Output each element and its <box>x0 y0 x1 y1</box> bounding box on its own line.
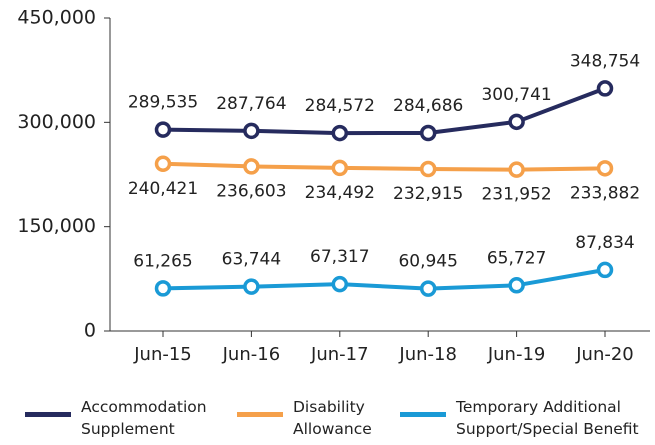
legend-label: Disability Allowance <box>293 398 372 438</box>
value-label: 63,744 <box>222 250 281 270</box>
series-line <box>162 267 606 291</box>
value-label: 240,421 <box>128 179 198 199</box>
point <box>154 280 172 297</box>
legend-item: Temporary Additional Support/Special Ben… <box>400 396 655 440</box>
value-label: 348,754 <box>570 51 640 71</box>
point <box>508 161 525 178</box>
value-label: 284,686 <box>393 96 463 116</box>
legend-swatch <box>237 412 283 417</box>
point <box>419 124 437 142</box>
point <box>596 261 614 279</box>
series-line <box>162 161 606 172</box>
point <box>419 280 437 297</box>
point <box>331 124 349 142</box>
value-label: 65,727 <box>487 248 546 268</box>
point <box>154 121 172 138</box>
x-tick-label: Jun-20 <box>575 344 634 365</box>
x-tick-label: Jun-17 <box>310 344 369 365</box>
plot: 0 150,000 300,000 450,000 Jun-15 Jun-16 Jun-17… <box>17 7 650 365</box>
point <box>154 155 172 173</box>
x-tick-label: Jun-16 <box>222 344 281 365</box>
y-tick-label: 300,000 <box>17 111 96 133</box>
value-label: 287,764 <box>216 94 286 114</box>
x-tick-label: Jun-15 <box>133 344 192 365</box>
value-label: 232,915 <box>393 184 463 204</box>
value-label: 61,265 <box>133 251 192 271</box>
value-label: 289,535 <box>128 93 198 113</box>
value-label: 300,741 <box>481 85 551 105</box>
point <box>596 80 614 97</box>
y-tick-label: 150,000 <box>17 215 96 237</box>
legend-swatch <box>25 412 71 417</box>
value-label: 87,834 <box>575 233 634 253</box>
point <box>243 278 260 295</box>
point <box>508 277 525 294</box>
legend-swatch <box>400 412 446 417</box>
point <box>243 122 260 140</box>
legend-item: Accommodation Supplement <box>25 396 231 440</box>
value-label: 231,952 <box>481 185 551 205</box>
series-line <box>162 86 606 136</box>
legend-label: Temporary Additional Support/Special Ben… <box>456 398 639 438</box>
x-tick-label: Jun-19 <box>487 344 546 365</box>
point <box>596 160 614 177</box>
y-tick-label: 450,000 <box>17 7 96 29</box>
value-label: 234,492 <box>305 183 375 203</box>
point <box>419 160 437 178</box>
x-tick-label: Jun-18 <box>398 344 457 365</box>
value-label: 60,945 <box>398 252 457 272</box>
point <box>508 113 525 131</box>
point <box>331 275 349 293</box>
legend-item: Disability Allowance <box>237 396 393 440</box>
value-label: 284,572 <box>305 96 375 116</box>
point <box>331 159 349 177</box>
value-label: 67,317 <box>310 247 369 267</box>
value-label: 233,882 <box>570 183 640 203</box>
y-tick-label: 0 <box>84 320 96 342</box>
legend-label: Accommodation Supplement <box>81 398 207 438</box>
value-label: 236,603 <box>216 181 286 201</box>
point <box>243 158 260 175</box>
